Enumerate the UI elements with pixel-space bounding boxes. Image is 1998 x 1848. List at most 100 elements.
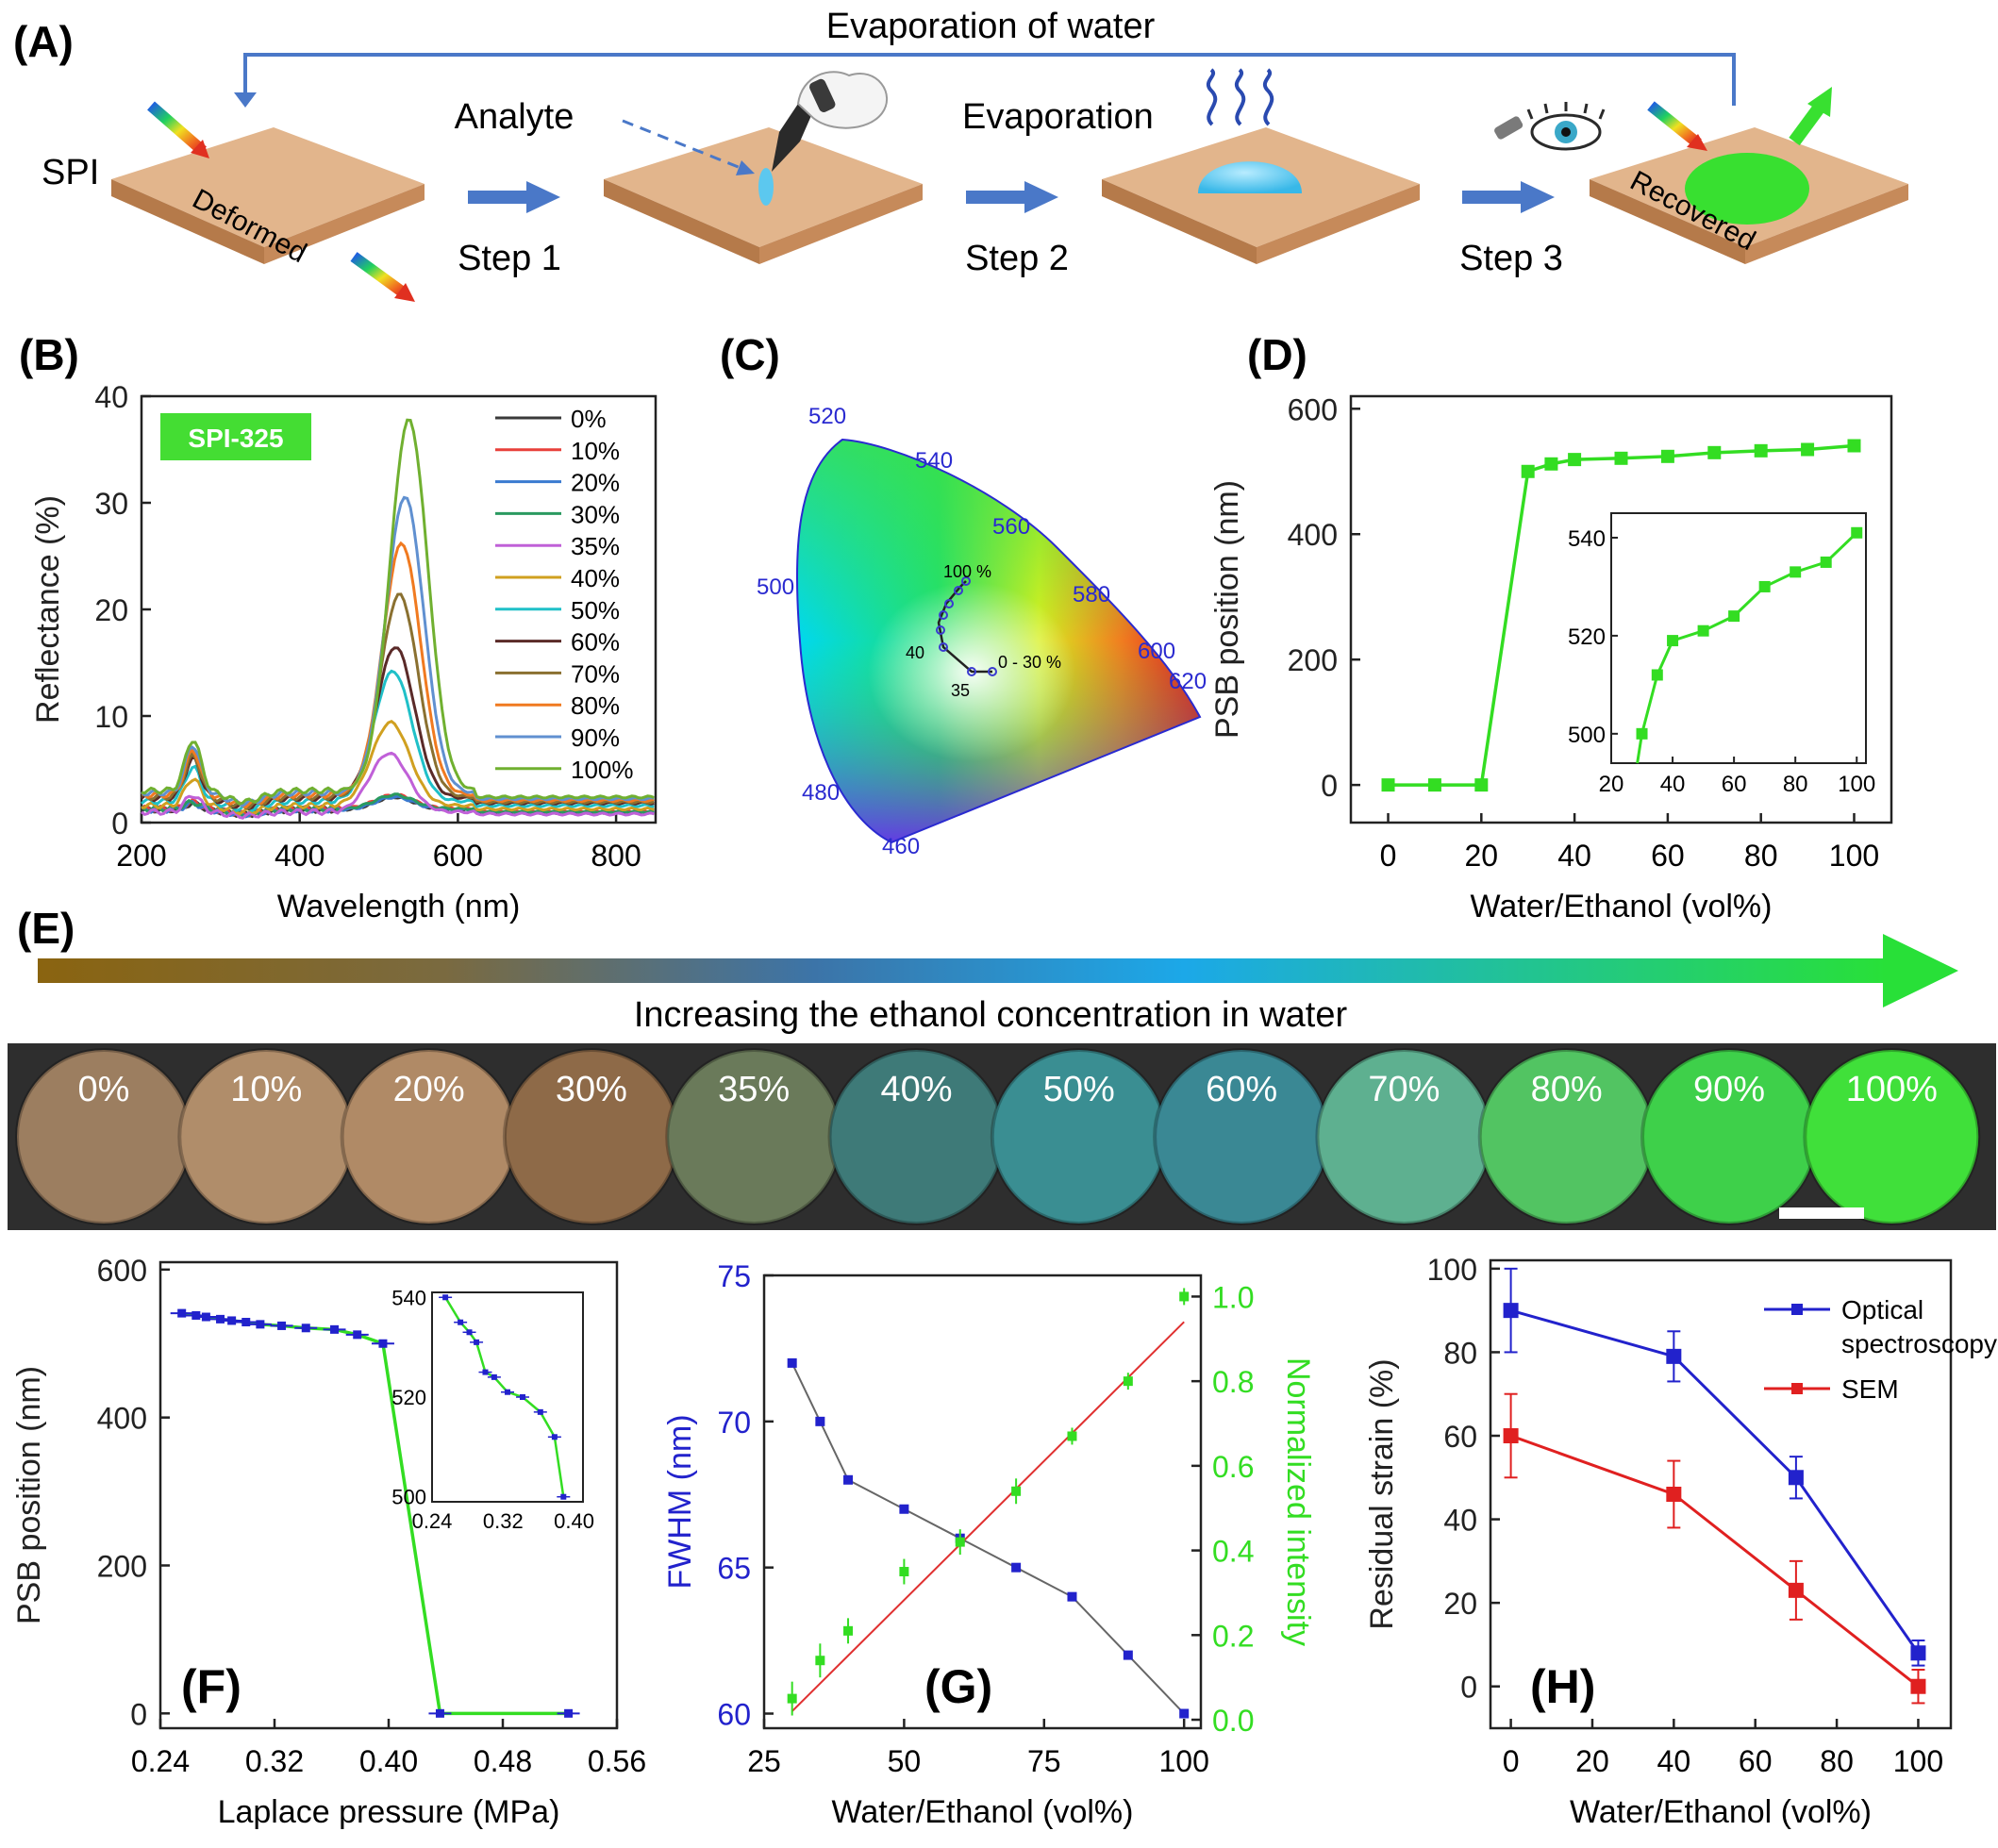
chart-b: 200 400 600 800 0 10 20 30 40 Wavelength (nm) Refl…	[30, 380, 658, 924]
data-point	[1666, 1348, 1682, 1364]
step3-arrow	[1462, 191, 1523, 204]
x-tick-label: 100	[1158, 1744, 1208, 1778]
inset-point	[458, 1319, 464, 1325]
legend-label: 60%	[571, 628, 620, 657]
x-tick-label: 75	[1027, 1744, 1061, 1778]
panel-d-label: (D)	[1247, 330, 1307, 379]
y-tick-label: 0	[111, 807, 128, 841]
inset-frame	[1610, 512, 1867, 764]
slab-analyte	[604, 127, 923, 264]
cie-diagram: 460 480 500 520 540 560 580 600 620 100 …	[757, 404, 1207, 859]
psb-point	[241, 1318, 251, 1327]
x-tick-label: 20	[1575, 1744, 1609, 1778]
series-line-30%	[140, 792, 655, 818]
psb-point	[435, 1708, 444, 1718]
y-tick-label: 20	[94, 593, 128, 627]
fwhm-point	[899, 1504, 909, 1514]
y-tick-label: 60	[1443, 1420, 1477, 1454]
inset-point	[1851, 526, 1863, 539]
spi-badge	[160, 413, 311, 460]
y-axis-label: Residual strain (%)	[1364, 1358, 1400, 1629]
data-point	[1910, 1678, 1926, 1694]
y-tick-label: 600	[1288, 392, 1338, 426]
cie-label-460: 460	[882, 834, 920, 859]
gradient-arrow-bar	[38, 958, 1887, 983]
x-tick-label: 0.32	[245, 1744, 304, 1778]
inset-point	[1728, 610, 1740, 623]
psb-point	[1660, 449, 1674, 463]
plot-frame	[1489, 1258, 1953, 1730]
sample-label: 35%	[718, 1070, 790, 1109]
y-right-tick-label: 1.0	[1212, 1280, 1254, 1314]
x-tick-label: 20	[1465, 839, 1499, 873]
inset-point	[520, 1394, 525, 1400]
legend-label: 30%	[571, 500, 620, 528]
cie-label-620: 620	[1169, 669, 1207, 694]
psb-point	[1707, 445, 1722, 459]
chart-f: 0.24 0.32 0.40 0.48 0.56 0 200 400 600 Laplace pr…	[11, 1254, 646, 1830]
series-line	[1510, 1308, 1920, 1655]
y-tick-label: 65	[717, 1552, 751, 1586]
psb-point	[227, 1316, 237, 1325]
x-axis-label: Water/Ethanol (vol%)	[832, 1794, 1134, 1830]
sample-dish	[991, 1050, 1166, 1224]
legend-label: Optical	[1841, 1295, 1923, 1324]
x-tick-label: 80	[1820, 1744, 1854, 1778]
x-tick-label: 600	[433, 839, 483, 873]
y-tick-label: 30	[94, 487, 128, 521]
inset-y-tick-label: 500	[391, 1486, 426, 1509]
panel-a: (A) Evaporation of water Deformed SPI St…	[13, 7, 1908, 302]
plot-frame	[762, 1274, 1203, 1730]
inset-x-tick-label: 60	[1722, 772, 1747, 797]
inset-y-tick-label: 500	[1568, 723, 1606, 748]
inset-point	[1651, 669, 1663, 681]
x-axis-label: Laplace pressure (MPa)	[218, 1794, 560, 1830]
psb-point	[564, 1708, 574, 1718]
sample-label: 30%	[556, 1070, 627, 1109]
step2-arrow	[966, 191, 1026, 204]
cie-label-500: 500	[757, 574, 794, 600]
legend-label: 100%	[571, 756, 634, 784]
fwhm-point	[1179, 1708, 1190, 1719]
inset-point	[1758, 580, 1771, 592]
series-line	[1510, 1434, 1920, 1688]
sample-label: 0%	[78, 1070, 130, 1109]
cie-label-580: 580	[1073, 582, 1110, 608]
gradient-arrowhead	[1883, 934, 1958, 1007]
x-tick-label: 60	[1651, 839, 1685, 873]
legend-label: 0%	[571, 405, 607, 433]
psb-line	[1388, 443, 1855, 787]
data-point	[1503, 1428, 1519, 1443]
y-tick-label: 80	[1443, 1336, 1477, 1370]
sample-label: 70%	[1368, 1070, 1440, 1109]
y-right-tick-label: 0.8	[1212, 1365, 1254, 1399]
intensity-point	[787, 1693, 797, 1704]
inset-point	[505, 1389, 510, 1395]
psb-point	[1754, 443, 1768, 458]
inset-frame	[431, 1291, 584, 1503]
sample-label: 10%	[230, 1070, 302, 1109]
y-tick-label: 75	[717, 1259, 751, 1293]
reflected-light-arrow	[350, 252, 409, 299]
legend-label: 70%	[571, 659, 620, 688]
inset-x-tick-label: 0.40	[554, 1509, 594, 1533]
psb-point	[256, 1320, 265, 1329]
sample-images: 0% 10% 20% 30% 35% 40% 50% 60% 70% 80% 90% 100%	[15, 1048, 1981, 1225]
series-line-35%	[141, 751, 655, 820]
x-tick-label: 0.48	[474, 1744, 532, 1778]
fwhm-point	[1011, 1562, 1022, 1573]
loop-arrowhead	[234, 92, 257, 108]
step2-label: Step 2	[965, 239, 1069, 278]
legend-label: 40%	[571, 564, 620, 592]
x-tick-label: 25	[747, 1744, 781, 1778]
fwhm-point	[1067, 1591, 1077, 1602]
panel-f-label: (F)	[181, 1660, 241, 1713]
x-axis-label: Wavelength (nm)	[277, 889, 521, 924]
sample-label: 90%	[1693, 1070, 1765, 1109]
inset-point	[560, 1493, 567, 1500]
sample-dish	[1642, 1050, 1816, 1224]
inset-line	[444, 1296, 565, 1497]
x-tick-label: 800	[591, 839, 641, 873]
x-tick-label: 60	[1739, 1744, 1773, 1778]
